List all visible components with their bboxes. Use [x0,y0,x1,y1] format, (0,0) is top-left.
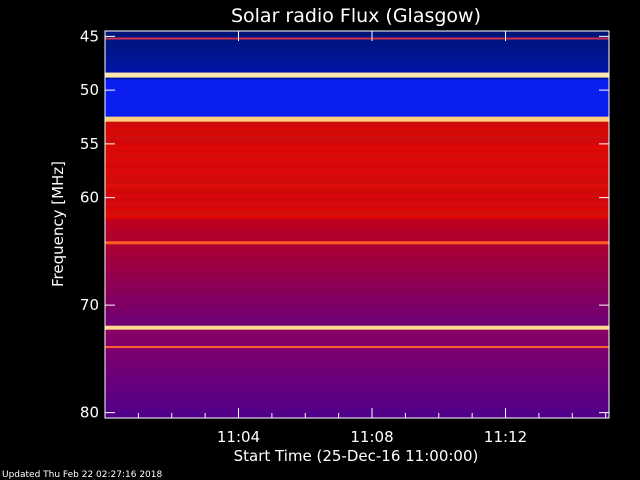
updated-timestamp: Updated Thu Feb 22 02:27:16 2018 [2,470,163,480]
y-axis-label: Frequency [MHz] [49,161,67,287]
y-axis: 45 50 55 60 70 80 [80,27,609,422]
y-tick-label: 50 [80,81,99,99]
y-tick-label: 55 [80,135,99,153]
plot-area [105,31,609,419]
y-tick-label: 60 [80,189,99,207]
x-tick-label: 11:08 [350,428,393,446]
x-tick-label: 11:04 [217,428,260,446]
x-tick-label: 11:12 [484,428,527,446]
spectrogram-bands [105,31,609,419]
x-axis-label: Start Time (25-Dec-16 11:00:00) [234,447,479,465]
y-tick-label: 80 [80,404,99,422]
y-tick-label: 45 [80,27,99,45]
y-tick-label: 70 [80,296,99,314]
plot-frame [104,30,610,419]
x-axis: 11:04 11:08 11:12 [104,31,607,446]
chart-title: Solar radio Flux (Glasgow) [231,5,481,27]
